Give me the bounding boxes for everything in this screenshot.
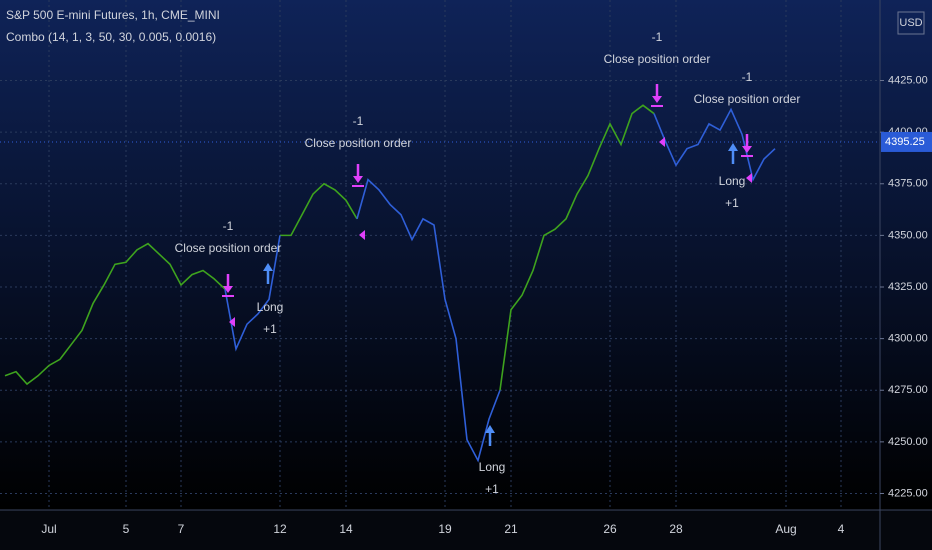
currency-label[interactable]: USD — [899, 17, 922, 29]
exit-marker — [659, 137, 665, 147]
time-axis-background — [0, 510, 932, 550]
y-tick-label: 4375.00 — [888, 178, 928, 190]
last-price-tag — [881, 131, 932, 152]
signal-label: Long — [719, 174, 746, 188]
indicator-label: Combo (14, 1, 3, 50, 30, 0.005, 0.0016) — [6, 30, 216, 44]
last-price-label: 4395.25 — [885, 136, 925, 148]
x-tick-label: 28 — [669, 522, 683, 536]
y-tick-label: 4250.00 — [888, 436, 928, 448]
y-tick-label: 4225.00 — [888, 487, 928, 499]
x-tick-label: 21 — [504, 522, 518, 536]
price-line — [224, 107, 776, 463]
x-tick-label: 7 — [178, 522, 185, 536]
x-tick-label: 12 — [273, 522, 287, 536]
exit-marker — [229, 317, 235, 327]
x-tick-label: 26 — [603, 522, 617, 536]
signal-qty: -1 — [223, 219, 234, 233]
y-tick-label: 4275.00 — [888, 384, 928, 396]
x-tick-label: 14 — [339, 522, 353, 536]
signal-label: Close position order — [305, 136, 412, 150]
signal-qty: +1 — [485, 482, 499, 496]
signal-label: Close position order — [604, 52, 711, 66]
exit-arrow-head — [742, 146, 752, 153]
signal-qty: -1 — [652, 30, 663, 44]
y-tick-label: 4300.00 — [888, 333, 928, 345]
exit-marker — [746, 173, 752, 183]
entry-arrow-head — [485, 425, 495, 433]
signal-label: Long — [479, 460, 506, 474]
exit-arrow-head — [353, 176, 363, 183]
signal-label: Close position order — [175, 241, 282, 255]
chart-title: S&P 500 E-mini Futures, 1h, CME_MINI — [6, 8, 220, 22]
x-tick-label: 19 — [438, 522, 452, 536]
signal-qty: +1 — [263, 322, 277, 336]
x-tick-label: 5 — [123, 522, 130, 536]
x-tick-label: Aug — [775, 522, 796, 536]
exit-arrow-head — [223, 286, 233, 293]
entry-arrow-head — [263, 263, 273, 271]
y-tick-label: 4425.00 — [888, 74, 928, 86]
exit-marker — [359, 230, 365, 240]
entry-arrow-head — [728, 143, 738, 151]
price-line — [4, 104, 655, 391]
exit-arrow-head — [652, 96, 662, 103]
y-tick-label: 4350.00 — [888, 229, 928, 241]
signal-label: Close position order — [694, 92, 801, 106]
y-tick-label: 4325.00 — [888, 281, 928, 293]
signal-qty: +1 — [725, 196, 739, 210]
signal-qty: -1 — [742, 70, 753, 84]
signal-qty: -1 — [353, 114, 364, 128]
signal-label: Long — [257, 300, 284, 314]
currency-box[interactable] — [897, 11, 925, 35]
x-tick-label: 4 — [838, 522, 845, 536]
x-tick-label: Jul — [41, 522, 56, 536]
